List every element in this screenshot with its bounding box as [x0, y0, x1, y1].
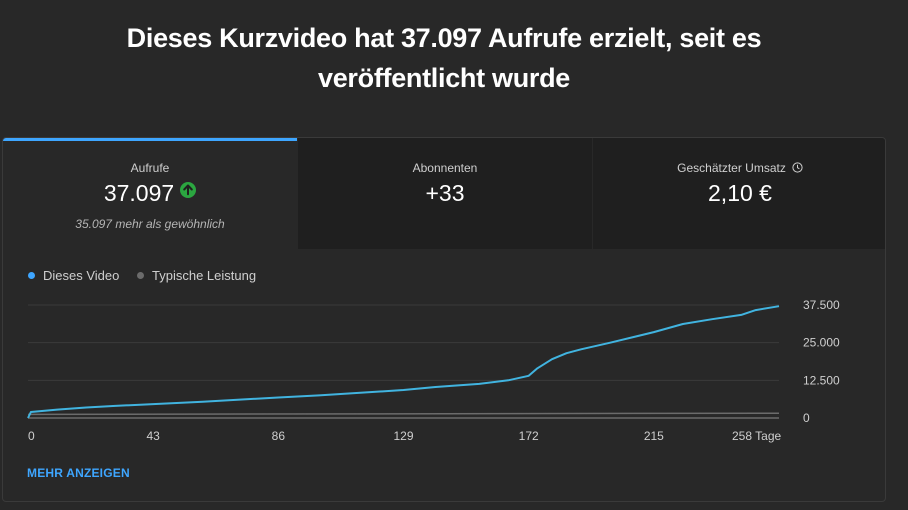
legend-label: Dieses Video	[43, 268, 120, 283]
clock-icon[interactable]	[792, 162, 803, 173]
tab-views-value-row: 37.097	[3, 180, 297, 207]
views-line-chart: 37.500 25.000 12.500 0 0 43 86 129 172 215 258 Tag…	[27, 298, 840, 443]
tab-revenue[interactable]: Geschätzter Umsatz 2,10 €	[593, 138, 885, 249]
tab-views-value: 37.097	[103, 180, 175, 206]
page-title: Dieses Kurzvideo hat 37.097 Aufrufe erzi…	[0, 18, 888, 98]
legend-dot-icon	[28, 272, 35, 279]
x-tick-label: 172	[519, 429, 539, 443]
legend-dot-icon	[137, 272, 144, 279]
arrow-up-icon	[180, 182, 197, 198]
tab-subscribers[interactable]: Abonnenten +33	[298, 138, 592, 249]
x-tick-label: 215	[644, 429, 664, 443]
legend-item-typical: Typische Leistung	[137, 268, 256, 283]
series-line-typical	[27, 412, 780, 416]
chart-legend: Dieses Video Typische Leistung	[28, 268, 270, 283]
tab-views-label: Aufrufe	[130, 161, 170, 175]
title-line-1: Dieses Kurzvideo hat 37.097 Aufrufe erzi…	[126, 23, 762, 53]
tab-views[interactable]: Aufrufe 37.097 35.097 mehr als gewöhnlic…	[3, 138, 297, 249]
x-tick-label: 129	[393, 429, 413, 443]
x-tick-label: 86	[272, 429, 286, 443]
show-more-link[interactable]: MEHR ANZEIGEN	[27, 466, 130, 480]
title-line-2: veröffentlicht wurde	[317, 63, 571, 93]
legend-label: Typische Leistung	[152, 268, 257, 283]
series-line-this-video	[27, 305, 780, 419]
x-tick-label: 258 Tage	[732, 429, 781, 443]
analytics-card: Aufrufe 37.097 35.097 mehr als gewöhnlic…	[2, 137, 886, 502]
metric-tabs: Aufrufe 37.097 35.097 mehr als gewöhnlic…	[3, 138, 885, 249]
x-tick-label: 43	[146, 429, 160, 443]
y-tick-label: 37.500	[803, 298, 840, 312]
tab-views-note: 35.097 mehr als gewöhnlich	[75, 217, 225, 231]
x-tick-label: 0	[28, 429, 35, 443]
tab-subscribers-label: Abonnenten	[412, 161, 478, 175]
y-tick-label: 0	[803, 411, 810, 425]
legend-item-this-video: Dieses Video	[28, 268, 119, 283]
tab-subscribers-value: +33	[425, 180, 465, 206]
y-tick-label: 12.500	[803, 373, 840, 387]
tab-revenue-label: Geschätzter Umsatz	[677, 161, 786, 175]
y-tick-label: 25.000	[803, 336, 840, 350]
tab-revenue-label-row: Geschätzter Umsatz	[593, 161, 885, 175]
tab-revenue-value: 2,10 €	[708, 180, 772, 206]
